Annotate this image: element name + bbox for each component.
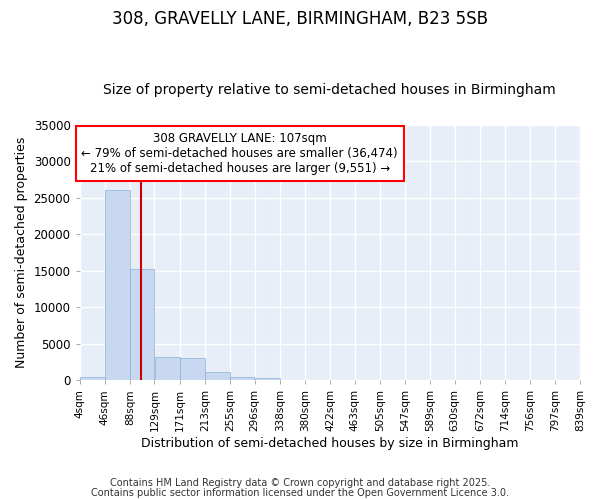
Bar [205, 372, 230, 380]
Bar [255, 378, 280, 380]
Text: Contains HM Land Registry data © Crown copyright and database right 2025.: Contains HM Land Registry data © Crown c… [110, 478, 490, 488]
X-axis label: Distribution of semi-detached houses by size in Birmingham: Distribution of semi-detached houses by … [141, 437, 518, 450]
Bar [80, 376, 104, 380]
Text: 308, GRAVELLY LANE, BIRMINGHAM, B23 5SB: 308, GRAVELLY LANE, BIRMINGHAM, B23 5SB [112, 10, 488, 28]
Bar [105, 190, 130, 380]
Bar [130, 269, 154, 380]
Y-axis label: Number of semi-detached properties: Number of semi-detached properties [15, 136, 28, 368]
Title: Size of property relative to semi-detached houses in Birmingham: Size of property relative to semi-detach… [103, 83, 556, 97]
Bar [155, 358, 179, 380]
Bar [230, 377, 254, 380]
Text: 308 GRAVELLY LANE: 107sqm
← 79% of semi-detached houses are smaller (36,474)
21%: 308 GRAVELLY LANE: 107sqm ← 79% of semi-… [82, 132, 398, 175]
Text: Contains public sector information licensed under the Open Government Licence 3.: Contains public sector information licen… [91, 488, 509, 498]
Bar [180, 358, 205, 380]
